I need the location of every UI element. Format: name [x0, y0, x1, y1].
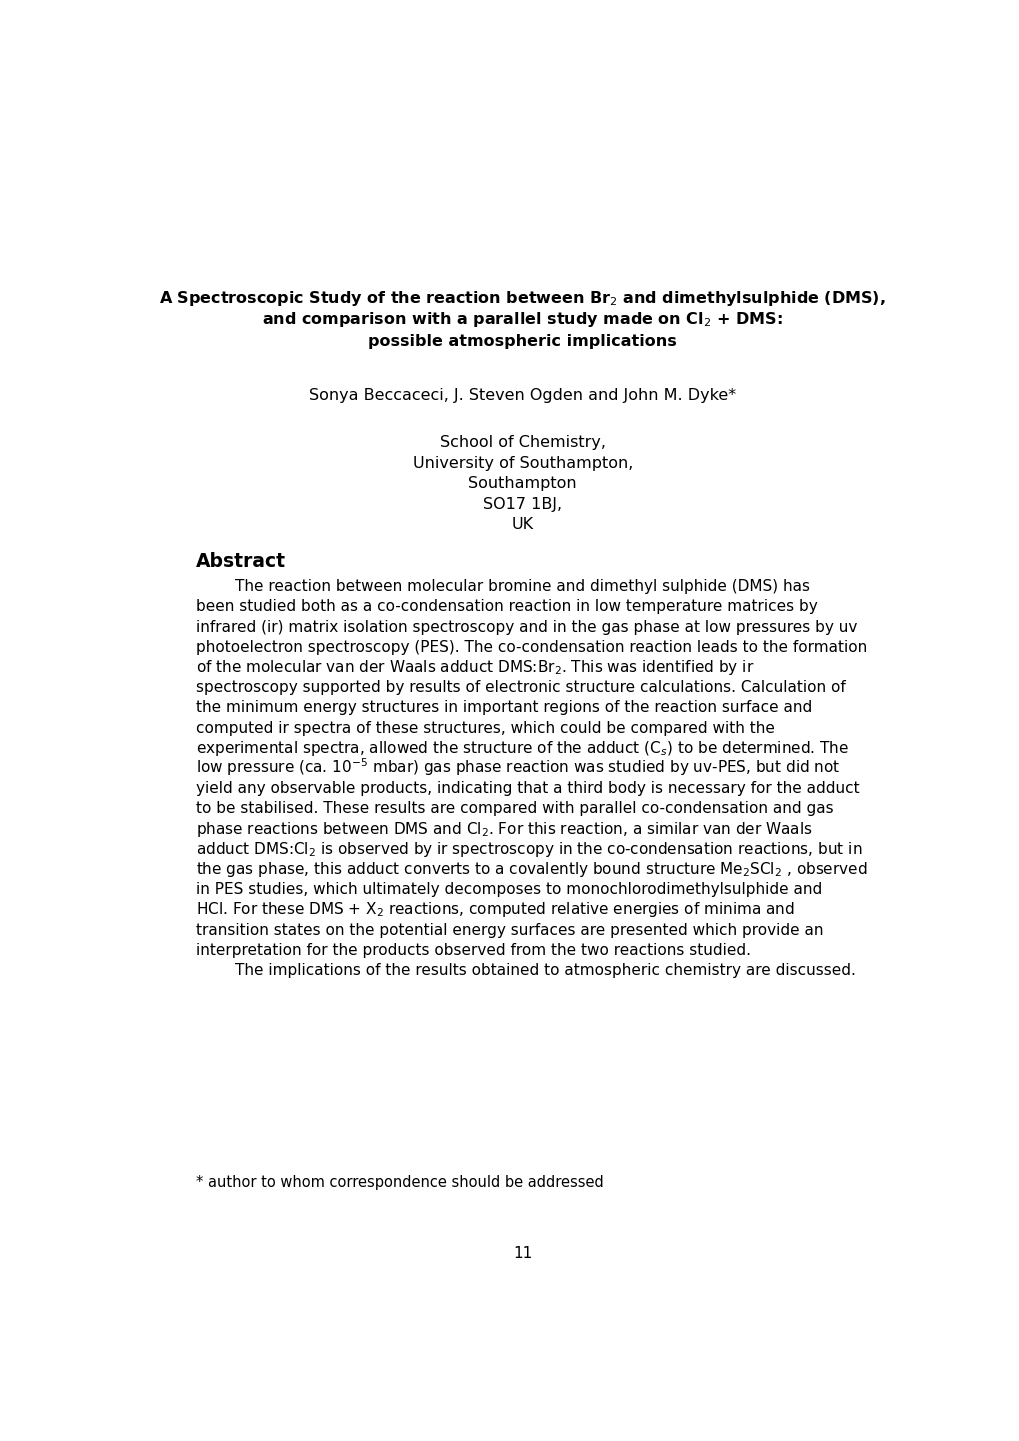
- Text: HCl. For these DMS + X$_2$ reactions, computed relative energies of minima and: HCl. For these DMS + X$_2$ reactions, co…: [196, 901, 794, 919]
- Text: Abstract: Abstract: [196, 552, 286, 571]
- Text: experimental spectra, allowed the structure of the adduct (C$_s$) to be determin: experimental spectra, allowed the struct…: [196, 739, 849, 758]
- Text: the minimum energy structures in important regions of the reaction surface and: the minimum energy structures in importa…: [196, 700, 812, 715]
- Text: 11: 11: [513, 1246, 532, 1261]
- Text: of the molecular van der Waals adduct DMS:Br$_2$. This was identified by ir: of the molecular van der Waals adduct DM…: [196, 659, 754, 677]
- Text: School of Chemistry,: School of Chemistry,: [439, 435, 605, 450]
- Text: adduct DMS:Cl$_2$ is observed by ir spectroscopy in the co-condensation reaction: adduct DMS:Cl$_2$ is observed by ir spec…: [196, 840, 862, 859]
- Text: possible atmospheric implications: possible atmospheric implications: [368, 334, 677, 349]
- Text: low pressure (ca. 10$^{-5}$ mbar) gas phase reaction was studied by uv-PES, but : low pressure (ca. 10$^{-5}$ mbar) gas ph…: [196, 757, 840, 778]
- Text: infrared (ir) matrix isolation spectroscopy and in the gas phase at low pressure: infrared (ir) matrix isolation spectrosc…: [196, 620, 857, 634]
- Text: computed ir spectra of these structures, which could be compared with the: computed ir spectra of these structures,…: [196, 720, 774, 735]
- Text: spectroscopy supported by results of electronic structure calculations. Calculat: spectroscopy supported by results of ele…: [196, 680, 845, 695]
- Text: the gas phase, this adduct converts to a covalently bound structure Me$_2$SCl$_2: the gas phase, this adduct converts to a…: [196, 860, 867, 879]
- Text: and comparison with a parallel study made on Cl$_2$ + DMS:: and comparison with a parallel study mad…: [262, 310, 783, 330]
- Text: * author to whom correspondence should be addressed: * author to whom correspondence should b…: [196, 1174, 603, 1190]
- Text: University of Southampton,: University of Southampton,: [412, 455, 633, 471]
- Text: UK: UK: [512, 517, 533, 532]
- Text: transition states on the potential energy surfaces are presented which provide a: transition states on the potential energ…: [196, 922, 823, 938]
- Text: Sonya Beccaceci, J. Steven Ogden and John M. Dyke*: Sonya Beccaceci, J. Steven Ogden and Joh…: [309, 389, 736, 403]
- Text: interpretation for the products observed from the two reactions studied.: interpretation for the products observed…: [196, 942, 751, 958]
- Text: Southampton: Southampton: [468, 476, 577, 491]
- Text: in PES studies, which ultimately decomposes to monochlorodimethylsulphide and: in PES studies, which ultimately decompo…: [196, 882, 821, 898]
- Text: phase reactions between DMS and Cl$_2$. For this reaction, a similar van der Waa: phase reactions between DMS and Cl$_2$. …: [196, 820, 812, 839]
- Text: yield any observable products, indicating that a third body is necessary for the: yield any observable products, indicatin…: [196, 781, 859, 797]
- Text: SO17 1BJ,: SO17 1BJ,: [483, 497, 561, 512]
- Text: been studied both as a co-condensation reaction in low temperature matrices by: been studied both as a co-condensation r…: [196, 599, 817, 614]
- Text: A Spectroscopic Study of the reaction between Br$_2$ and dimethylsulphide (DMS),: A Spectroscopic Study of the reaction be…: [159, 288, 886, 308]
- Text: The reaction between molecular bromine and dimethyl sulphide (DMS) has: The reaction between molecular bromine a…: [196, 579, 809, 594]
- Text: The implications of the results obtained to atmospheric chemistry are discussed.: The implications of the results obtained…: [196, 963, 855, 978]
- Text: to be stabilised. These results are compared with parallel co-condensation and g: to be stabilised. These results are comp…: [196, 801, 834, 817]
- Text: photoelectron spectroscopy (PES). The co-condensation reaction leads to the form: photoelectron spectroscopy (PES). The co…: [196, 640, 867, 654]
